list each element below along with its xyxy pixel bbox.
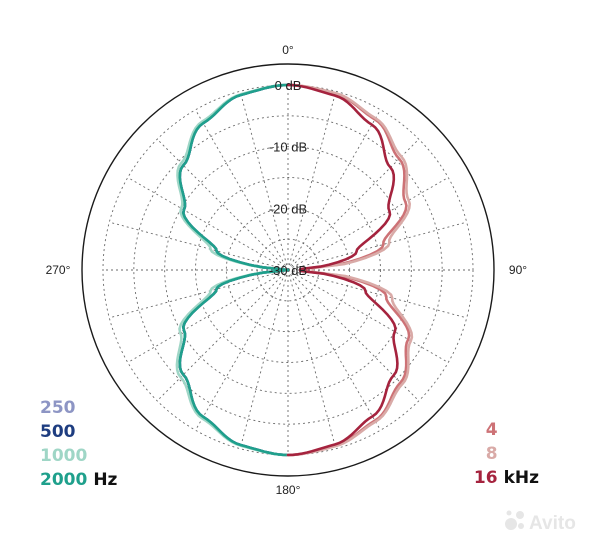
grid-spoke	[287, 269, 337, 449]
curve-2000-hz	[178, 83, 290, 457]
angle-label-270: 270°	[46, 263, 71, 277]
grid-spoke	[109, 269, 289, 319]
legend-item-4k: 4kHz	[474, 418, 539, 442]
legend-item-8k: 8kHz	[474, 442, 539, 466]
grid-spoke	[127, 177, 289, 271]
grid-spoke	[287, 91, 337, 271]
curve-4-khz	[286, 83, 411, 457]
legend-unit-hz: Hz	[93, 470, 118, 490]
grid-spoke	[109, 221, 289, 271]
legend-label: 1000	[40, 446, 88, 466]
grid-spoke	[287, 269, 467, 319]
grid-ring	[133, 115, 443, 425]
grid-spoke	[287, 109, 381, 271]
legend-item-500: 500	[40, 420, 117, 444]
grid-spoke	[127, 269, 289, 363]
grid-spoke	[195, 109, 289, 271]
legend-label: 500	[40, 422, 76, 442]
legend-item-1000: 1000	[40, 444, 117, 468]
outer-circle	[81, 63, 495, 477]
avito-watermark-logo: Avito	[505, 510, 576, 534]
grid-spoke	[195, 269, 289, 431]
angle-label-0: 0°	[282, 43, 294, 57]
grid-spoke	[287, 269, 381, 431]
radial-label: -10 dB	[269, 140, 307, 155]
legend-label: 2000	[40, 470, 88, 490]
grid-spoke	[287, 138, 420, 271]
polar-grid	[81, 63, 495, 477]
grid-spoke	[287, 269, 449, 363]
grid-spoke	[287, 269, 420, 402]
legend-item-2000: 2000 Hz	[40, 468, 117, 492]
curve-8-khz	[286, 83, 414, 457]
legend-item-16k: 16 kHz	[474, 466, 539, 490]
angle-label-90: 90°	[509, 263, 527, 277]
grid-ring	[195, 177, 381, 363]
radial-label: -30 dB	[269, 263, 307, 278]
curve-16-khz	[286, 83, 399, 457]
grid-spoke	[156, 269, 289, 402]
grid-spoke	[239, 269, 289, 449]
radial-label: 0 dB	[275, 78, 302, 93]
legend-label: 250	[40, 398, 76, 418]
grid-spoke	[239, 91, 289, 271]
grid-spoke	[287, 177, 449, 271]
watermark-text: Avito	[529, 513, 576, 534]
grid-spoke	[156, 138, 289, 271]
polar-labels: 0° 90° 180° 270° 0 dB -10 dB -20 dB -30 dB	[46, 43, 528, 497]
legend-low-frequencies: 250 500 1000 2000 Hz	[40, 396, 117, 492]
legend-item-250: 250	[40, 396, 117, 420]
legend-label: 16	[473, 468, 498, 488]
radial-label: -20 dB	[269, 201, 307, 216]
polar-curves	[175, 83, 414, 457]
grid-ring	[164, 146, 412, 394]
grid-spoke	[287, 221, 467, 271]
legend-label: 8	[485, 444, 498, 464]
angle-label-180: 180°	[276, 483, 301, 497]
legend-label: 4	[485, 420, 498, 440]
legend-unit-khz: kHz	[503, 468, 539, 488]
